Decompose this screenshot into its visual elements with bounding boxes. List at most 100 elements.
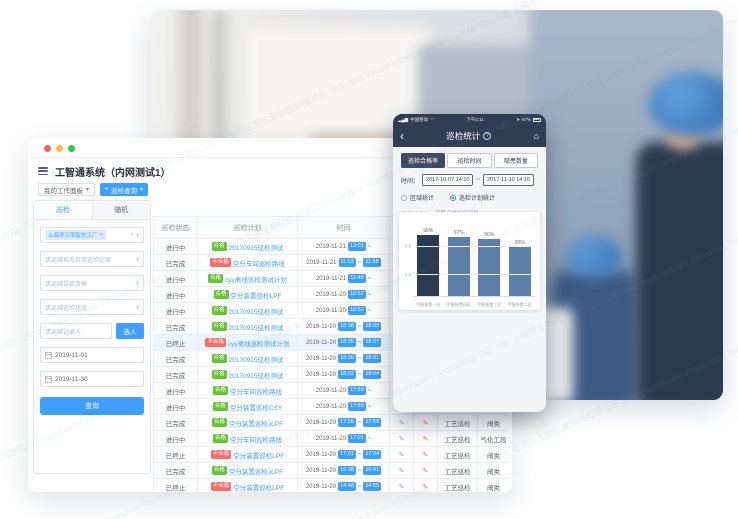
bar — [447, 237, 470, 296]
date-from-input[interactable]: 2019-11-01 — [40, 347, 144, 363]
panel-tab-random[interactable]: 随机 — [91, 201, 150, 219]
date-to-chip[interactable]: 2017-11-10 14:10 — [482, 174, 534, 186]
plan-link[interactable]: 20170915巡检测试 — [228, 244, 284, 252]
plan-link[interactable]: 空分车间巡检路线 — [230, 388, 282, 396]
edit-red-icon[interactable]: ✎ — [422, 419, 429, 427]
search-button[interactable]: 查询 — [40, 397, 144, 415]
plan-link[interactable]: cyy离线巡检测试计划 — [227, 340, 290, 348]
chart-x-labels: 甲醇装置一班 甲醇装置四班 甲醇装置三班 甲醇装置二班 — [413, 302, 535, 308]
cell-time: 2019-11-20 17:01 ~ — [298, 431, 390, 446]
x-tick-label: 甲醇装置二班 — [507, 302, 532, 307]
date-text: 2019-11-20 — [305, 451, 337, 458]
panel-tab-inspection[interactable]: 巡检 — [34, 201, 92, 219]
plan-link[interactable]: 空分车间巡检路线 — [230, 436, 282, 444]
edit-red-icon[interactable]: ✎ — [422, 467, 429, 475]
table-row[interactable]: 进行中 合格 空分车间巡检路线 2019-11-20 17:01 ~ ✎ ✎ 工艺巡检 气化工段 — [154, 431, 509, 447]
cell-status: 已完成 — [154, 319, 198, 334]
edit-pencil-icon[interactable]: ✎ — [398, 467, 405, 475]
start-time-pill: 17:59 — [347, 402, 366, 411]
phone-app: ▂▄▆ 中国移动 ◠ 下午2:11 ➤ 67% ‹ 巡检统计 ? ⌂ 巡检合格率… — [393, 114, 546, 412]
tab-inspection-query[interactable]: ● 巡检查询 ▾ — [100, 183, 149, 196]
table-row[interactable]: 已终止 不合格 空分装置巡检LPF 2019-11-20 17:01 ~17:04 ✎ ✎ 工艺… — [154, 447, 509, 463]
phone-status-bar: ▂▄▆ 中国移动 ◠ 下午2:11 ➤ 67% — [393, 114, 546, 125]
chevron-down-icon: ▾ — [140, 187, 144, 193]
cell-edit-red: ✎ — [414, 479, 438, 492]
plan-link[interactable]: 空分装置巡检CSY — [229, 404, 283, 412]
tab-inspection-query-label: 巡检查询 — [111, 187, 138, 195]
plan-link[interactable]: 20170915巡检测试 — [228, 356, 284, 364]
qualified-badge: 合格 — [212, 434, 228, 443]
plan-link[interactable]: 空分装置巡检JLPF — [228, 420, 284, 428]
home-icon[interactable]: ⌂ — [533, 131, 539, 141]
plan-link[interactable]: 20170915巡检测试 — [228, 308, 284, 316]
traffic-light-minimize[interactable] — [56, 145, 63, 152]
date-to-input[interactable]: 2019-11-30 — [40, 371, 144, 387]
qualified-badge: 合格 — [211, 418, 227, 427]
plan-link[interactable]: 空分装置巡检JLPF — [228, 468, 284, 476]
edit-pencil-icon[interactable]: ✎ — [398, 483, 405, 491]
tilde-separator: ~ — [476, 177, 480, 183]
plan-link[interactable]: 空分装置巡检LPF — [233, 484, 285, 492]
tab-workspace[interactable]: 我的工作面板 ▾ — [38, 183, 96, 196]
radio-option[interactable]: 区域统计 — [401, 193, 434, 202]
edit-red-icon[interactable]: ✎ — [422, 435, 429, 443]
table-row[interactable]: 已完成 合格 空分装置巡检JLPF 2019-11-20 17:55 ~17:56 ✎ ✎ 工艺… — [154, 415, 509, 431]
plan-link[interactable]: 20170915巡检测试 — [228, 372, 284, 380]
table-row[interactable]: 已终止 不合格 空分装置巡检LPF 2019-11-20 14:48 ~14:55 ✎ ✎ 工艺… — [154, 479, 509, 492]
cell-time: 2019-11-20 18:52 ~ — [298, 287, 390, 302]
edit-pencil-icon[interactable]: ✎ — [398, 435, 405, 443]
date-from-chip[interactable]: 2017-10-07 14:10 — [422, 174, 474, 186]
cell-plan: 合格 20170915巡检测试 — [198, 319, 298, 334]
cell-time: 2019-11-20 16:38 ~16:41 — [298, 463, 390, 478]
edit-red-icon[interactable]: ✎ — [422, 451, 429, 459]
edit-pencil-icon[interactable]: ✎ — [398, 419, 405, 427]
plan-link[interactable]: 空分装置巡检LPF — [233, 452, 285, 460]
plan-link[interactable]: 空分车间巡检路线 — [232, 260, 285, 268]
cell-time: 2019-11-21 13:01 ~ — [298, 239, 390, 254]
edit-red-icon[interactable]: ✎ — [422, 483, 429, 491]
bar-value-label: 97% — [453, 230, 464, 236]
y-tick-label: 0.8 — [404, 243, 411, 249]
qualified-select[interactable]: 请选择是否合格 ▾ — [40, 275, 144, 291]
battery-percent: 67% — [521, 117, 531, 122]
app-title: 工智通系统（内网测试1） — [55, 167, 171, 179]
clock-label: 下午2:11 — [466, 116, 484, 122]
tag-remove-icon[interactable]: × — [99, 232, 103, 238]
tilde-separator: ~ — [367, 243, 372, 250]
help-icon[interactable]: ? — [483, 132, 492, 140]
pick-person-button[interactable]: 选人 — [116, 323, 144, 339]
status-select[interactable]: 请选择巡检状态 ▾ — [40, 299, 144, 315]
traffic-light-zoom[interactable] — [68, 145, 75, 152]
end-time-pill: 18:04 — [363, 370, 382, 379]
abnormal-record-select[interactable]: 请选择有无异常巡检记录 ▾ — [40, 251, 144, 267]
radio-option[interactable]: 巡检计划统计 — [450, 193, 495, 202]
edit-pencil-icon[interactable]: ✎ — [398, 451, 405, 459]
plan-link[interactable]: 空分装置巡检LPF — [230, 292, 282, 300]
plan-link[interactable]: cyy离线巡检测试计划 — [225, 276, 287, 284]
tilde-separator: ~ — [357, 451, 362, 458]
date-text: 2019-11-20 — [305, 483, 337, 490]
table-row[interactable]: 已完成 合格 空分装置巡检JLPF 2019-11-20 16:38 ~16:41 ✎ ✎ 工艺… — [154, 463, 509, 479]
traffic-light-close[interactable] — [44, 145, 51, 152]
segment-active[interactable]: 巡检合格率 — [401, 153, 446, 168]
clear-icon[interactable]: × — [130, 232, 134, 238]
plan-link[interactable]: 20170915巡检测试 — [228, 324, 284, 332]
factory-select[interactable]: 上海异工雨智化工厂 × × ▾ — [40, 227, 144, 243]
cell-plan: 合格 20170915巡检测试 — [198, 239, 298, 254]
radio-dot-icon — [450, 194, 457, 201]
chevron-down-icon: ▾ — [135, 232, 139, 239]
end-time-pill: 14:55 — [363, 482, 382, 491]
start-time-pill: 11:53 — [338, 258, 356, 267]
dot-icon: ● — [105, 186, 109, 192]
cell-status: 已完成 — [154, 351, 198, 366]
hamburger-menu-icon[interactable] — [38, 167, 48, 175]
chevron-down-icon: ▾ — [135, 280, 139, 287]
tab-workspace-label: 我的工作面板 — [44, 187, 83, 195]
segment-item[interactable]: 巡检时间 — [447, 153, 492, 168]
x-tick-label: 甲醇装置三班 — [477, 302, 502, 307]
factory-tag: 上海异工雨智化工厂 × — [45, 230, 106, 240]
back-icon[interactable]: ‹ — [400, 129, 404, 143]
recorder-input[interactable]: 请选择记录人 — [40, 323, 112, 339]
segment-item[interactable]: 隐患数量 — [493, 153, 538, 168]
cell-plan: 合格 空分装置巡检CSY — [198, 399, 298, 414]
